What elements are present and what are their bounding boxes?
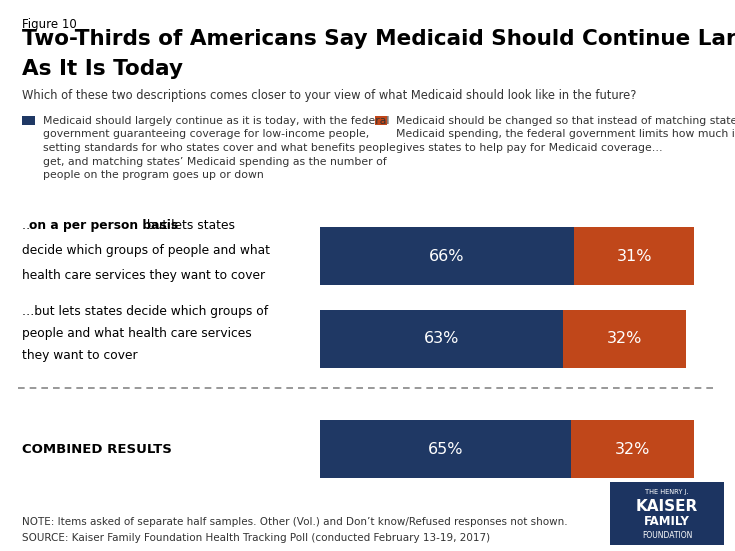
Bar [570, 420, 694, 478]
Text: …but lets states decide which groups of: …but lets states decide which groups of [22, 305, 268, 318]
Text: Medicaid should be changed so that instead of matching state
Medicaid spending, : Medicaid should be changed so that inste… [396, 116, 735, 153]
Text: health care services they want to cover: health care services they want to cover [22, 269, 265, 282]
Text: on a per person basis: on a per person basis [29, 219, 179, 233]
Text: but lets states: but lets states [143, 219, 235, 233]
Text: SOURCE: Kaiser Family Foundation Health Tracking Poll (conducted February 13-19,: SOURCE: Kaiser Family Foundation Health … [22, 533, 490, 543]
Bar [375, 116, 387, 125]
Text: FOUNDATION: FOUNDATION [642, 531, 692, 540]
Text: …: … [22, 219, 35, 233]
Text: they want to cover: they want to cover [22, 349, 137, 362]
Text: Medicaid should largely continue as it is today, with the federal
government gua: Medicaid should largely continue as it i… [43, 116, 396, 180]
Text: COMBINED RESULTS: COMBINED RESULTS [22, 442, 172, 456]
Bar [610, 482, 724, 545]
Bar [320, 420, 570, 478]
Text: 63%: 63% [423, 331, 459, 347]
Text: 65%: 65% [427, 441, 463, 457]
Bar [563, 310, 686, 368]
Text: 66%: 66% [429, 249, 465, 264]
Text: 32%: 32% [607, 331, 642, 347]
Text: THE HENRY J.: THE HENRY J. [645, 489, 689, 495]
Text: FAMILY: FAMILY [644, 515, 690, 528]
Text: people and what health care services: people and what health care services [22, 327, 252, 340]
Bar [575, 228, 694, 285]
Text: Two-Thirds of Americans Say Medicaid Should Continue Largely: Two-Thirds of Americans Say Medicaid Sho… [22, 29, 735, 49]
Text: 32%: 32% [614, 441, 650, 457]
Bar [22, 116, 35, 125]
Bar [320, 228, 575, 285]
Text: As It Is Today: As It Is Today [22, 59, 183, 79]
Text: Which of these two descriptions comes closer to your view of what Medicaid shoul: Which of these two descriptions comes cl… [22, 89, 637, 102]
Text: Figure 10: Figure 10 [22, 18, 76, 31]
Text: decide which groups of people and what: decide which groups of people and what [22, 244, 270, 257]
Text: NOTE: Items asked of separate half samples. Other (Vol.) and Don’t know/Refused : NOTE: Items asked of separate half sampl… [22, 517, 567, 527]
Text: KAISER: KAISER [636, 499, 698, 514]
Text: 31%: 31% [617, 249, 652, 264]
Bar [320, 310, 563, 368]
